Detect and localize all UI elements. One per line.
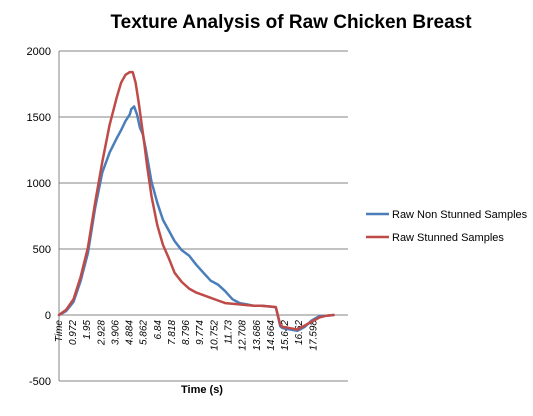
x-tick-label: 9.774 — [195, 320, 206, 345]
y-tick-label: 2000 — [27, 46, 51, 58]
x-tick-label: 4.884 — [125, 320, 136, 345]
x-tick-label: 0.972 — [68, 320, 79, 345]
series-line-1 — [57, 105, 335, 333]
grid-layer — [59, 50, 348, 382]
x-tick-label: 3.906 — [110, 320, 121, 345]
x-tick-label: 6.84 — [153, 320, 164, 340]
y-tick-label: 0 — [45, 310, 51, 322]
series-line-2 — [57, 70, 335, 331]
x-tick-label: 2.928 — [96, 320, 107, 346]
series-layer — [57, 70, 335, 333]
x-axis-label: Time (s) — [181, 384, 223, 396]
x-tick-label: 17.598 — [308, 320, 319, 351]
x-tick-label: Time — [54, 320, 65, 343]
x-tick-label: 11.73 — [223, 320, 234, 345]
x-tick-label: 7.818 — [167, 320, 178, 345]
x-tick-label: 5.862 — [139, 320, 150, 345]
y-tick-label: 500 — [33, 244, 51, 256]
y-tick-label: -500 — [29, 376, 51, 388]
x-tick-label: 15.642 — [280, 320, 291, 351]
legend: Raw Non Stunned Samples Raw Stunned Sampl… — [366, 209, 528, 244]
x-tick-label: 16.62 — [294, 320, 305, 345]
x-tick-label: 14.664 — [266, 320, 277, 351]
legend-label-2: Raw Stunned Samples — [392, 232, 504, 244]
x-tick-label: 1.95 — [82, 320, 93, 340]
axis-layer: -500 0 500 1000 1500 2000 Time 0.972 1.95 2.928 3.… — [27, 46, 348, 388]
y-tick-label: 1000 — [27, 178, 51, 190]
x-tick-label: 8.796 — [181, 320, 192, 345]
legend-label-1: Raw Non Stunned Samples — [392, 209, 528, 221]
x-tick-label: 13.686 — [252, 320, 263, 351]
y-tick-label: 1500 — [27, 112, 51, 124]
x-tick-label: 12.708 — [238, 320, 249, 351]
x-tick-label: 10.752 — [209, 320, 220, 351]
chart-title: Texture Analysis of Raw Chicken Breast — [110, 12, 472, 33]
